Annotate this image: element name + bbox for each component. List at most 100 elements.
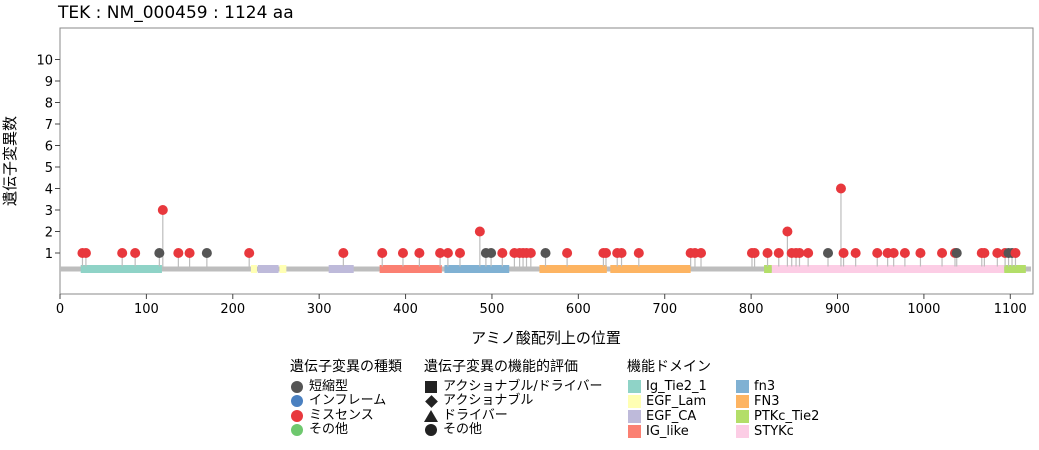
y-tick-label: 3 — [45, 204, 53, 219]
mutation-dot-missense — [835, 183, 846, 194]
mutation-dot-missense — [184, 248, 195, 258]
domain-swatch-icon — [627, 395, 641, 409]
mutation-dot-truncating — [823, 248, 834, 258]
y-tick-label: 1 — [45, 247, 53, 262]
domain-ptkc-tie2 — [764, 265, 772, 273]
diamond-icon — [424, 394, 438, 408]
domain-swatch-icon — [735, 425, 749, 439]
mutation-dot-missense — [244, 248, 255, 258]
mutation-dot-missense — [117, 248, 128, 258]
domain-swatch-icon — [627, 410, 641, 424]
legend-label: FN3 — [754, 393, 780, 409]
mutation-dot-missense — [979, 248, 990, 258]
circle-icon — [425, 424, 437, 437]
x-tick-label: 500 — [480, 302, 505, 317]
legend-mutation-type: 遺伝子変異の種類 短縮型 インフレーム ミスセンス その他 — [290, 360, 402, 438]
mutation-dot-missense — [872, 248, 883, 258]
legend-item: アクショナブル — [424, 393, 602, 409]
legend-label: ミスセンス — [309, 407, 374, 423]
legend-item: ドライバー — [424, 408, 602, 424]
mutation-dot-missense — [838, 248, 849, 258]
mutation-dot-missense — [915, 248, 926, 258]
legend-label: PTKc_Tie2 — [754, 408, 820, 424]
y-axis: 1 2 3 4 5 6 7 8 9 10 — [36, 54, 60, 262]
mutation-dot-missense — [749, 248, 760, 258]
truncating-dot-icon — [291, 380, 303, 393]
mutation-dot-missense — [562, 248, 573, 258]
legend-item: アクショナブル/ドライバー — [424, 378, 603, 395]
x-axis: 0 100 200 300 400 500 600 700 800 900 1000 1100 — [56, 294, 1027, 317]
mutation-dot-missense — [130, 248, 141, 258]
mutation-dot-missense — [397, 248, 408, 258]
lollipop-chart: TEK : NM_000459 : 1124 aa 1 2 3 4 5 6 7 8 9 10 0 1… — [1, 3, 1034, 347]
y-axis-label: 遺伝子変異数 — [1, 116, 19, 206]
legend-item: インフレーム — [290, 393, 402, 409]
y-tick-label: 5 — [45, 161, 53, 176]
mutation-dot-missense — [616, 248, 627, 258]
mutation-dot-missense — [157, 205, 168, 215]
domain-swatch-icon — [735, 380, 749, 394]
y-tick-label: 4 — [45, 183, 53, 198]
y-tick-label: 9 — [45, 75, 53, 90]
mutation-dot-missense — [899, 248, 910, 258]
mutation-dot-truncating — [486, 248, 497, 258]
mutation-dot-missense — [173, 248, 184, 258]
domain-ig-tie2-1 — [80, 265, 162, 273]
domain-layer — [80, 265, 1026, 273]
mutation-layer — [77, 183, 1021, 258]
legend-label: アクショナブル/ドライバー — [443, 378, 603, 394]
legend-label: fn3 — [754, 378, 776, 394]
mutation-dot-missense — [782, 226, 793, 237]
legend-item: ミスセンス — [290, 407, 402, 424]
mutation-dot-missense — [442, 248, 453, 258]
mutation-dot-missense — [633, 248, 644, 258]
x-tick-label: 800 — [739, 302, 764, 317]
legend-item: その他 — [424, 422, 602, 438]
legend-item: STYKc — [735, 424, 825, 440]
legend-label: EGF_Lam — [646, 393, 707, 409]
domain-fn3 — [610, 265, 691, 273]
domain-fn3 — [539, 265, 607, 273]
x-tick-label: 600 — [566, 302, 591, 317]
legend-item: IG_like — [627, 423, 735, 440]
mutation-dot-missense — [794, 248, 805, 258]
domain-ig-like — [379, 265, 442, 273]
y-tick-label: 7 — [45, 118, 53, 133]
domain-egf-ca — [328, 265, 354, 273]
x-tick-label: 1000 — [907, 302, 940, 317]
x-tick-label: 300 — [307, 302, 332, 317]
mutation-dot-missense — [377, 248, 388, 258]
legend-label: IG_like — [646, 423, 689, 439]
x-tick-label: 200 — [220, 302, 245, 317]
mutation-dot-missense — [435, 248, 446, 258]
legend-label: 短縮型 — [309, 378, 349, 394]
mutation-dot-missense — [696, 248, 707, 258]
legend-item: PTKc_Tie2 — [735, 408, 825, 425]
domain-swatch-icon — [627, 425, 641, 439]
mutation-dot-missense — [762, 248, 773, 258]
y-tick-label: 8 — [45, 97, 53, 112]
legend-item: その他 — [290, 422, 402, 438]
mutation-dot-missense — [850, 248, 861, 258]
legend-evaluation-title: 遺伝子変異の機能的評価 — [424, 359, 578, 375]
legend-label: その他 — [443, 422, 483, 437]
y-tick-label: 6 — [45, 140, 53, 155]
legend-item: fn3 — [735, 378, 825, 395]
domain-swatch-icon — [735, 410, 749, 424]
legend-item: Ig_Tie2_1 — [627, 378, 735, 395]
legend-evaluation: 遺伝子変異の機能的評価 アクショナブル/ドライバー アクショナブル ドライバー … — [424, 360, 602, 438]
mutation-dot-missense — [992, 248, 1003, 258]
mutation-dot-missense — [454, 248, 465, 258]
x-axis-label: アミノ酸配列上の位置 — [471, 329, 621, 347]
x-tick-label: 900 — [825, 302, 850, 317]
legend-label: Ig_Tie2_1 — [646, 378, 707, 394]
inframe-dot-icon — [291, 395, 303, 408]
legend-item: 短縮型 — [290, 378, 402, 395]
square-icon — [425, 380, 437, 393]
x-tick-label: 1100 — [994, 302, 1027, 317]
mutation-dot-truncating — [201, 248, 212, 258]
legend-label: アクショナブル — [443, 393, 534, 408]
x-tick-label: 400 — [393, 302, 418, 317]
domain-swatch-icon — [735, 395, 749, 409]
mutation-dot-missense — [1010, 248, 1021, 258]
